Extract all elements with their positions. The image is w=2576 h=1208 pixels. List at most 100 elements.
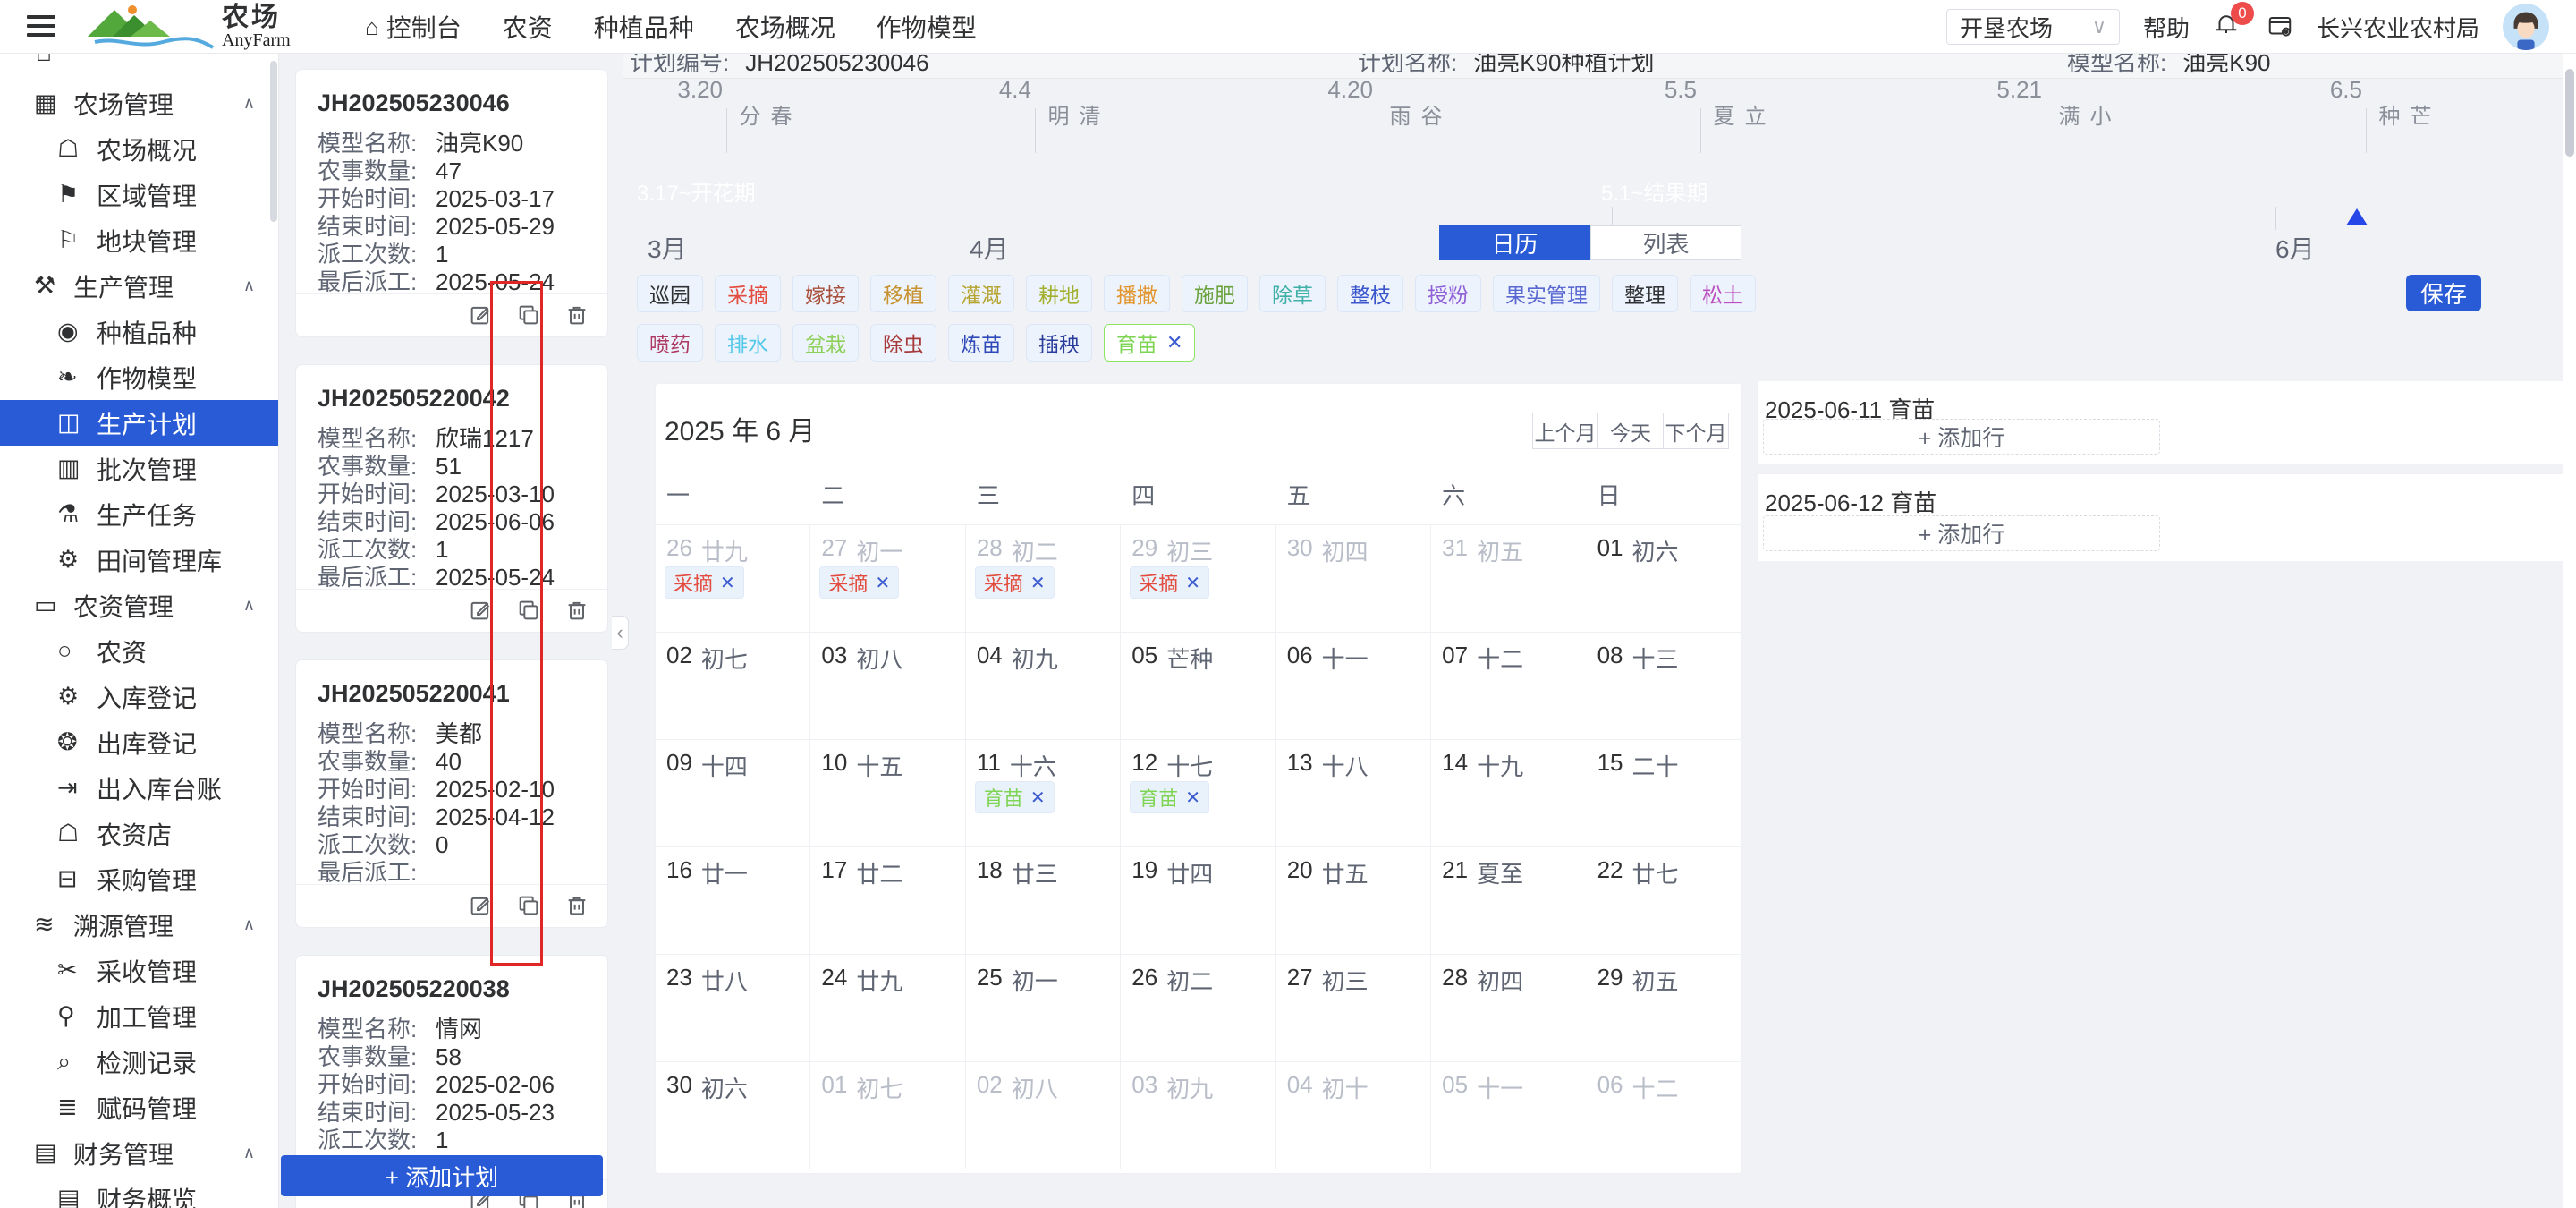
task-tag-chip[interactable]: 嫁接 bbox=[792, 275, 859, 312]
calendar-cell[interactable]: 30 初六 bbox=[656, 1061, 811, 1169]
close-icon[interactable]: ✕ bbox=[1185, 787, 1201, 808]
sidebar-group-header[interactable]: ▤ 财务管理 ∧ bbox=[0, 1130, 278, 1176]
calendar-cell[interactable]: 11 十六 育苗 ✕ bbox=[965, 739, 1122, 846]
calendar-cell[interactable]: 18 廿三 bbox=[965, 846, 1122, 954]
calendar-cell[interactable]: 21 夏至 bbox=[1431, 846, 1587, 954]
close-icon[interactable]: ✕ bbox=[1185, 573, 1201, 593]
notification-bell-icon[interactable]: 0 bbox=[2213, 2, 2254, 45]
sidebar-item[interactable]: ⚙ 田间管理库 bbox=[0, 537, 278, 583]
close-icon[interactable]: ✕ bbox=[720, 573, 735, 593]
task-tag-chip[interactable]: 除虫 bbox=[870, 324, 936, 362]
sidebar-item[interactable]: ☖ 农资店 bbox=[0, 811, 278, 856]
plan-card[interactable]: JH202505220042 模型名称: 欣瑞1217 农事数量: 51 开始时间:… bbox=[295, 364, 608, 633]
sidebar-group-header[interactable]: ▭ 农资管理 ∧ bbox=[0, 583, 278, 628]
calendar-cell[interactable]: 04 初十 bbox=[1275, 1061, 1432, 1169]
sidebar-scrollbar[interactable] bbox=[270, 61, 277, 222]
sidebar-item[interactable]: ❧ 作物模型 bbox=[0, 354, 278, 400]
copy-icon[interactable] bbox=[516, 893, 541, 918]
calendar-cell[interactable]: 26 廿九 采摘 ✕ bbox=[656, 524, 811, 632]
avatar[interactable] bbox=[2503, 4, 2549, 50]
task-tag-chip[interactable]: 移植 bbox=[870, 275, 936, 312]
top-nav-item[interactable]: 农场概况 bbox=[735, 9, 835, 45]
calendar-cell[interactable]: 22 廿七 bbox=[1586, 846, 1741, 954]
calendar-cell[interactable]: 24 廿九 bbox=[810, 954, 966, 1061]
calendar-cell[interactable]: 14 十九 bbox=[1431, 739, 1587, 846]
task-tag-chip[interactable]: 插秧 bbox=[1026, 324, 1092, 362]
add-row-button[interactable]: + 添加行 bbox=[1763, 515, 2160, 551]
calendar-cell[interactable]: 05 芒种 bbox=[1121, 632, 1276, 739]
calendar-cell[interactable]: 02 初七 bbox=[656, 632, 811, 739]
calendar-cell[interactable]: 29 初三 采摘 ✕ bbox=[1121, 524, 1276, 632]
view-tab[interactable]: 列表 bbox=[1590, 225, 1741, 260]
calendar-cell[interactable]: 07 十二 bbox=[1431, 632, 1587, 739]
sidebar-item[interactable]: ◫ 生产计划 bbox=[0, 400, 278, 446]
calendar-cell[interactable]: 28 初四 bbox=[1431, 954, 1587, 1061]
top-nav-item[interactable]: 农资 bbox=[503, 9, 553, 45]
cell-task-tag[interactable]: 育苗 ✕ bbox=[1130, 781, 1210, 813]
copy-icon[interactable] bbox=[516, 302, 541, 328]
top-nav-item[interactable]: 作物模型 bbox=[877, 9, 977, 45]
calendar-nav-button[interactable]: 上个月 bbox=[1532, 413, 1598, 449]
calendar-cell[interactable]: 08 十三 bbox=[1586, 632, 1741, 739]
top-nav-item[interactable]: 种植品种 bbox=[594, 9, 694, 45]
sidebar-item[interactable]: ❂ 出库登记 bbox=[0, 719, 278, 765]
view-tab[interactable]: 日历 bbox=[1439, 225, 1590, 260]
task-tag-chip[interactable]: 果实管理 bbox=[1493, 275, 1600, 312]
calendar-cell[interactable]: 13 十八 bbox=[1275, 739, 1432, 846]
calendar-cell[interactable]: 09 十四 bbox=[656, 739, 811, 846]
sidebar-item[interactable]: ▥ 批次管理 bbox=[0, 446, 278, 491]
close-icon[interactable]: ✕ bbox=[875, 573, 891, 593]
cell-task-tag[interactable]: 采摘 ✕ bbox=[819, 566, 900, 599]
hamburger-menu-icon[interactable] bbox=[27, 15, 55, 38]
sidebar-item[interactable]: ▤ 财务概览 bbox=[0, 1176, 278, 1208]
sidebar-item[interactable]: ✂ 采收管理 bbox=[0, 948, 278, 993]
task-tag-chip[interactable]: 整理 bbox=[1612, 275, 1678, 312]
task-tag-chip[interactable]: 采摘 bbox=[715, 275, 781, 312]
sidebar-group-header[interactable]: ≋ 溯源管理 ∧ bbox=[0, 902, 278, 948]
calendar-cell[interactable]: 05 十一 bbox=[1431, 1061, 1587, 1169]
calendar-cell[interactable]: 30 初四 bbox=[1275, 524, 1432, 632]
sidebar-item[interactable]: ⚗ 生产任务 bbox=[0, 491, 278, 537]
calendar-cell[interactable]: 23 廿八 bbox=[656, 954, 811, 1061]
close-icon[interactable]: ✕ bbox=[1030, 573, 1046, 593]
plan-card[interactable]: JH202505220041 模型名称: 美都 农事数量: 40 开始时间: 2025… bbox=[295, 659, 608, 928]
sidebar-item[interactable]: ◉ 种植品种 bbox=[0, 309, 278, 354]
calendar-cell[interactable]: 04 初九 bbox=[965, 632, 1122, 739]
calendar-cell[interactable]: 17 廿二 bbox=[810, 846, 966, 954]
task-tag-chip[interactable]: 育苗 ✕ bbox=[1104, 324, 1196, 362]
calendar-cell[interactable]: 20 廿五 bbox=[1275, 846, 1432, 954]
close-icon[interactable]: ✕ bbox=[1166, 331, 1183, 353]
calendar-cell[interactable]: 06 十二 bbox=[1586, 1061, 1741, 1169]
sidebar-group-header[interactable]: ⚒ 生产管理 ∧ bbox=[0, 263, 278, 309]
calendar-cell[interactable]: 10 十五 bbox=[810, 739, 966, 846]
cell-task-tag[interactable]: 采摘 ✕ bbox=[1130, 566, 1210, 599]
task-tag-chip[interactable]: 炼苗 bbox=[948, 324, 1014, 362]
sidebar-item[interactable]: ⚐ 地块管理 bbox=[0, 217, 278, 263]
delete-icon[interactable] bbox=[564, 598, 589, 623]
cell-task-tag[interactable]: 采摘 ✕ bbox=[665, 566, 744, 599]
cell-task-tag[interactable]: 育苗 ✕ bbox=[974, 781, 1055, 813]
help-link[interactable]: 帮助 bbox=[2142, 14, 2190, 42]
delete-icon[interactable] bbox=[564, 893, 589, 918]
calendar-cell[interactable]: 16 廿一 bbox=[656, 846, 811, 954]
calendar-cell[interactable]: 25 初一 bbox=[965, 954, 1122, 1061]
calendar-nav-button[interactable]: 下个月 bbox=[1663, 413, 1729, 449]
task-tag-chip[interactable]: 灌溉 bbox=[948, 275, 1014, 312]
task-tag-chip[interactable]: 播撒 bbox=[1104, 275, 1170, 312]
edit-icon[interactable] bbox=[468, 598, 493, 623]
sidebar-item[interactable]: ⚑ 区域管理 bbox=[0, 172, 278, 217]
task-tag-chip[interactable]: 耕地 bbox=[1026, 275, 1092, 312]
calendar-cell[interactable]: 27 初三 bbox=[1275, 954, 1432, 1061]
sidebar-item[interactable]: ⚲ 加工管理 bbox=[0, 993, 278, 1039]
calendar-nav-button[interactable]: 今天 bbox=[1597, 413, 1664, 449]
panel-collapse-handle[interactable]: ‹ bbox=[612, 616, 629, 650]
delete-icon[interactable] bbox=[564, 302, 589, 328]
close-icon[interactable]: ✕ bbox=[1030, 787, 1046, 808]
task-tag-chip[interactable]: 盆栽 bbox=[792, 324, 859, 362]
copy-icon[interactable] bbox=[516, 598, 541, 623]
save-button[interactable]: 保存 bbox=[2406, 275, 2481, 311]
task-tag-chip[interactable]: 巡园 bbox=[637, 275, 703, 312]
home-icon[interactable]: ⌂ bbox=[36, 54, 52, 66]
task-tag-chip[interactable]: 松土 bbox=[1690, 275, 1756, 312]
workbench-icon[interactable] bbox=[2267, 13, 2293, 40]
